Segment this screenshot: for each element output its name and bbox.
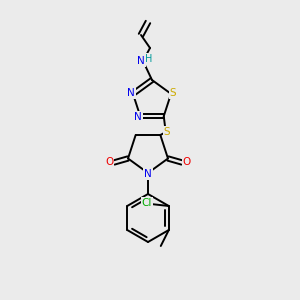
Text: N: N [134, 112, 142, 122]
Text: S: S [164, 127, 170, 137]
Text: N: N [127, 88, 135, 98]
Text: H: H [145, 54, 153, 64]
Text: O: O [183, 158, 191, 167]
Text: S: S [170, 88, 176, 98]
Text: Cl: Cl [142, 198, 152, 208]
Text: N: N [137, 56, 145, 66]
Text: N: N [144, 169, 152, 179]
Text: O: O [105, 158, 113, 167]
